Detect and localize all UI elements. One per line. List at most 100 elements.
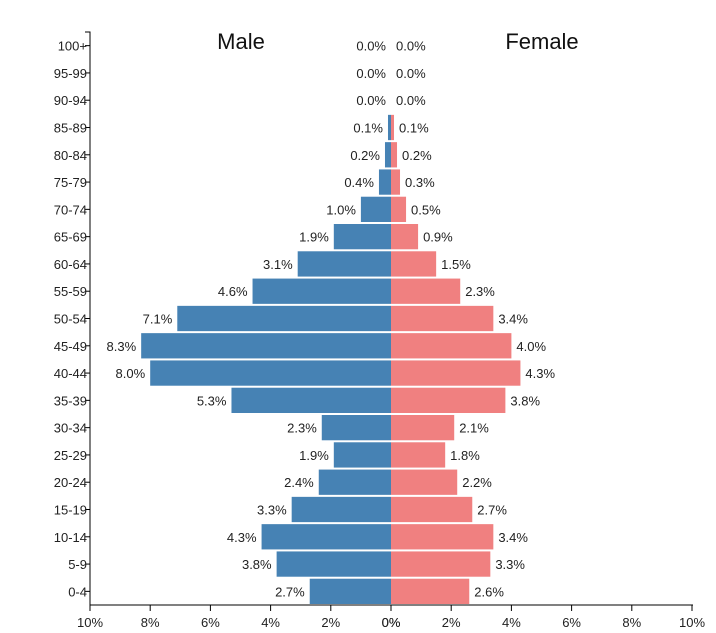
x-tick-label-left-2: 2% bbox=[321, 615, 340, 630]
male-value-label-85-89: 0.1% bbox=[353, 121, 383, 136]
female-value-label-55-59: 2.3% bbox=[465, 284, 495, 299]
male-value-label-75-79: 0.4% bbox=[344, 175, 374, 190]
male-bar-60-64 bbox=[297, 251, 391, 277]
male-value-label-60-64: 3.1% bbox=[263, 257, 293, 272]
male-bar-15-19 bbox=[291, 496, 391, 523]
male-value-label-40-44: 8.0% bbox=[116, 366, 146, 381]
female-bar-5-9 bbox=[391, 551, 491, 577]
male-value-label-10-14: 4.3% bbox=[227, 530, 257, 545]
female-value-label-35-39: 3.8% bbox=[510, 393, 540, 408]
female-bar-70-74 bbox=[391, 196, 407, 222]
y-tick-label-85-89: 85-89 bbox=[54, 121, 87, 136]
female-value-label-25-29: 1.8% bbox=[450, 448, 480, 463]
female-value-label-90-94: 0.0% bbox=[396, 93, 426, 108]
male-bar-0-4 bbox=[309, 578, 391, 604]
female-value-label-20-24: 2.2% bbox=[462, 475, 492, 490]
female-bar-15-19 bbox=[391, 496, 473, 523]
male-bar-70-74 bbox=[360, 196, 391, 222]
male-bar-75-79 bbox=[378, 169, 391, 195]
x-tick-label-left-4: 4% bbox=[261, 615, 280, 630]
female-value-label-85-89: 0.1% bbox=[399, 121, 429, 136]
male-bar-10-14 bbox=[261, 524, 391, 550]
female-bar-75-79 bbox=[391, 169, 401, 195]
female-bar-30-34 bbox=[391, 415, 455, 441]
y-tick-label-75-79: 75-79 bbox=[54, 175, 87, 190]
x-tick-label-left-8: 8% bbox=[141, 615, 160, 630]
male-bar-30-34 bbox=[321, 415, 391, 441]
female-value-label-10-14: 3.4% bbox=[498, 530, 528, 545]
x-tick-label-left-10: 10% bbox=[77, 615, 103, 630]
female-value-label-15-19: 2.7% bbox=[477, 503, 507, 518]
male-value-label-20-24: 2.4% bbox=[284, 475, 314, 490]
female-bar-65-69 bbox=[391, 224, 419, 250]
female-bar-60-64 bbox=[391, 251, 437, 277]
male-value-label-90-94: 0.0% bbox=[356, 93, 386, 108]
x-tick-label-left-6: 6% bbox=[201, 615, 220, 630]
female-bar-85-89 bbox=[391, 114, 395, 141]
x-tick-label-right-8: 8% bbox=[622, 615, 641, 630]
female-value-label-100+: 0.0% bbox=[396, 39, 426, 54]
female-bar-40-44 bbox=[391, 360, 521, 386]
male-value-label-35-39: 5.3% bbox=[197, 393, 227, 408]
female-value-label-45-49: 4.0% bbox=[516, 339, 546, 354]
female-value-label-50-54: 3.4% bbox=[498, 312, 528, 327]
female-value-label-75-79: 0.3% bbox=[405, 175, 435, 190]
male-value-label-95-99: 0.0% bbox=[356, 66, 386, 81]
female-value-label-65-69: 0.9% bbox=[423, 230, 453, 245]
male-bar-65-69 bbox=[333, 224, 391, 250]
female-value-label-5-9: 3.3% bbox=[495, 557, 525, 572]
male-bar-35-39 bbox=[231, 387, 391, 413]
female-bar-80-84 bbox=[391, 142, 398, 168]
male-bar-85-89 bbox=[387, 114, 391, 141]
male-bar-50-54 bbox=[177, 305, 391, 332]
y-tick-label-95-99: 95-99 bbox=[54, 66, 87, 81]
male-bar-55-59 bbox=[252, 278, 391, 304]
y-tick-label-70-74: 70-74 bbox=[54, 202, 87, 217]
male-value-label-45-49: 8.3% bbox=[107, 339, 137, 354]
female-value-label-60-64: 1.5% bbox=[441, 257, 471, 272]
female-value-label-80-84: 0.2% bbox=[402, 148, 432, 163]
y-tick-label-65-69: 65-69 bbox=[54, 230, 87, 245]
male-value-label-5-9: 3.8% bbox=[242, 557, 272, 572]
y-tick-label-50-54: 50-54 bbox=[54, 312, 87, 327]
male-value-label-50-54: 7.1% bbox=[143, 312, 173, 327]
female-value-label-95-99: 0.0% bbox=[396, 66, 426, 81]
male-bar-20-24 bbox=[318, 469, 391, 495]
male-bar-25-29 bbox=[333, 442, 391, 468]
x-tick-label-left-0: 0% bbox=[382, 615, 401, 630]
y-tick-label-60-64: 60-64 bbox=[54, 257, 87, 272]
y-tick-label-55-59: 55-59 bbox=[54, 284, 87, 299]
female-bar-25-29 bbox=[391, 442, 446, 468]
female-value-label-30-34: 2.1% bbox=[459, 421, 489, 436]
y-tick-label-20-24: 20-24 bbox=[54, 475, 87, 490]
female-value-label-40-44: 4.3% bbox=[525, 366, 555, 381]
y-tick-label-45-49: 45-49 bbox=[54, 339, 87, 354]
female-value-label-70-74: 0.5% bbox=[411, 202, 441, 217]
female-title: Female bbox=[505, 29, 578, 54]
male-value-label-30-34: 2.3% bbox=[287, 421, 317, 436]
y-tick-label-40-44: 40-44 bbox=[54, 366, 87, 381]
y-tick-label-35-39: 35-39 bbox=[54, 393, 87, 408]
y-tick-label-0-4: 0-4 bbox=[68, 584, 87, 599]
male-title: Male bbox=[217, 29, 265, 54]
y-tick-label-5-9: 5-9 bbox=[68, 557, 87, 572]
male-value-label-25-29: 1.9% bbox=[299, 448, 329, 463]
female-bar-45-49 bbox=[391, 333, 512, 359]
male-bar-80-84 bbox=[384, 142, 391, 168]
y-tick-label-100+: 100+ bbox=[58, 39, 87, 54]
x-tick-label-right-4: 4% bbox=[502, 615, 521, 630]
y-tick-label-80-84: 80-84 bbox=[54, 148, 87, 163]
x-tick-label-right-10: 10% bbox=[679, 615, 705, 630]
female-value-label-0-4: 2.6% bbox=[474, 584, 504, 599]
y-tick-label-10-14: 10-14 bbox=[54, 530, 87, 545]
female-bar-10-14 bbox=[391, 524, 494, 550]
female-bar-35-39 bbox=[391, 387, 506, 413]
x-tick-label-right-6: 6% bbox=[562, 615, 581, 630]
male-value-label-70-74: 1.0% bbox=[326, 202, 356, 217]
y-tick-label-25-29: 25-29 bbox=[54, 448, 87, 463]
male-value-label-80-84: 0.2% bbox=[350, 148, 380, 163]
male-value-label-65-69: 1.9% bbox=[299, 230, 329, 245]
y-axis-line bbox=[85, 31, 91, 605]
male-bar-45-49 bbox=[141, 333, 391, 359]
